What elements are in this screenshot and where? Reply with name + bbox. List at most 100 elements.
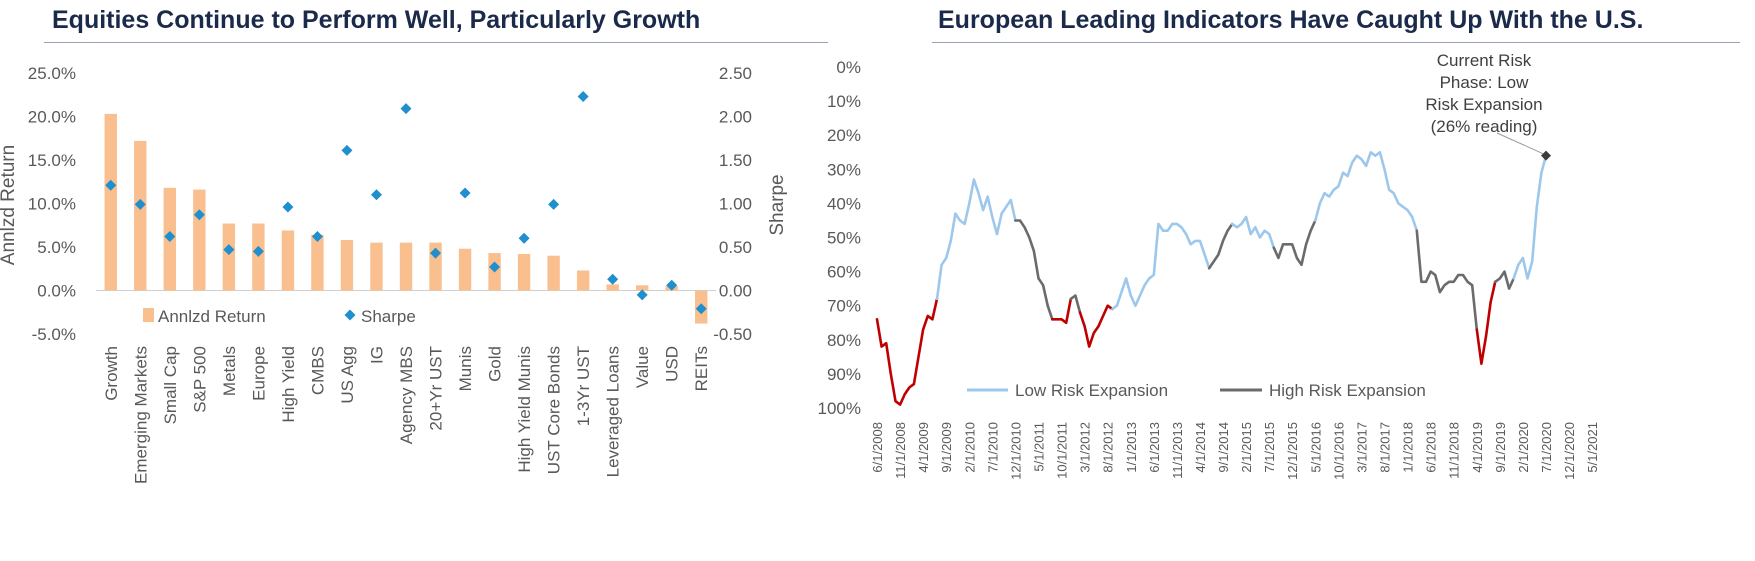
- contraction-segment: [1475, 280, 1497, 366]
- high-risk-segment: [1207, 222, 1234, 270]
- y-tick-label: 25.0%: [28, 64, 76, 83]
- x-tick-label: 4/1/2009: [916, 422, 931, 473]
- legend-label-high-risk: High Risk Expansion: [1269, 381, 1426, 400]
- sharpe-marker: [252, 245, 264, 257]
- category-label: Europe: [249, 346, 268, 401]
- annotation-text: Current Risk: [1437, 51, 1532, 70]
- x-tick-label: 2/1/2015: [1239, 422, 1254, 473]
- return-bar: [340, 240, 354, 291]
- high-risk-segment: [1069, 294, 1082, 314]
- sharpe-marker: [164, 231, 176, 243]
- y2-tick-label: 1.00: [719, 195, 752, 214]
- return-bar: [222, 223, 236, 291]
- category-label: CMBS: [308, 346, 327, 395]
- sharpe-marker: [223, 244, 235, 256]
- return-bar: [606, 284, 619, 291]
- sharpe-marker: [695, 303, 707, 315]
- sharpe-marker: [607, 273, 619, 285]
- y-tick-label: 0.0%: [37, 282, 76, 301]
- sharpe-marker: [459, 187, 471, 199]
- sharpe-marker: [518, 232, 530, 244]
- return-bar: [193, 189, 206, 291]
- return-bar: [635, 285, 649, 291]
- category-label: Leveraged Loans: [604, 346, 623, 477]
- y2-tick-label: 2.00: [719, 108, 752, 127]
- sharpe-marker: [193, 209, 205, 221]
- legend-label-low-risk: Low Risk Expansion: [1015, 381, 1168, 400]
- x-tick-label: 2/1/2010: [962, 422, 977, 473]
- category-label: Small Cap: [161, 346, 180, 424]
- annotation-leader: [1496, 132, 1544, 155]
- annotation-text: Risk Expansion: [1425, 95, 1542, 114]
- category-label: 1-3Yr UST: [574, 346, 593, 426]
- contraction-segment: [875, 297, 939, 406]
- y2-tick-label: 0.50: [719, 238, 752, 257]
- y-tick-label: 10.0%: [28, 195, 76, 214]
- x-tick-label: 10/1/2016: [1331, 422, 1346, 480]
- sharpe-marker: [489, 261, 501, 273]
- y-tick-label: 40%: [827, 194, 861, 213]
- return-bar: [370, 242, 383, 291]
- y2-tick-label: 2.50: [719, 64, 752, 83]
- y-tick-label: -5.0%: [32, 325, 76, 344]
- x-tick-label: 1/1/2013: [1124, 422, 1139, 473]
- contraction-segment: [1051, 297, 1073, 325]
- return-bar: [399, 242, 413, 291]
- high-risk-segment: [1493, 270, 1516, 290]
- x-tick-label: 3/1/2017: [1354, 422, 1369, 473]
- x-tick-label: 8/1/2012: [1101, 422, 1116, 473]
- category-label: High Yield Munis: [515, 346, 534, 473]
- x-tick-label: 9/1/2014: [1216, 422, 1231, 473]
- title-underline: [44, 42, 828, 43]
- legend-swatch-sharpe: [344, 309, 356, 321]
- y-tick-label: 80%: [827, 331, 861, 350]
- sharpe-marker: [577, 90, 589, 102]
- sharpe-marker: [341, 144, 353, 156]
- y-tick-label: 70%: [827, 297, 861, 316]
- category-label: 20+Yr UST: [427, 346, 446, 431]
- y-axis-title: Annlzd Return: [0, 145, 19, 265]
- y-tick-label: 50%: [827, 229, 861, 248]
- x-tick-label: 10/1/2011: [1055, 422, 1070, 479]
- x-tick-label: 4/1/2019: [1470, 422, 1485, 473]
- annotation-text: (26% reading): [1431, 117, 1538, 136]
- current-reading-marker: [1541, 150, 1551, 161]
- y-tick-label: 20.0%: [28, 108, 76, 127]
- x-tick-label: 12/1/2015: [1285, 422, 1300, 480]
- sharpe-marker: [636, 289, 648, 301]
- category-label: IG: [367, 346, 386, 364]
- category-label: Value: [633, 346, 652, 388]
- x-tick-label: 5/1/2011: [1031, 422, 1046, 472]
- sharpe-marker: [370, 189, 382, 201]
- return-bar: [104, 113, 117, 291]
- annotation-text: Phase: Low: [1440, 73, 1530, 92]
- sharpe-marker: [134, 198, 146, 210]
- y-tick-label: 30%: [827, 160, 861, 179]
- y-tick-label: 0%: [836, 58, 861, 77]
- sharpe-marker: [430, 247, 442, 259]
- x-tick-label: 11/1/2018: [1447, 422, 1462, 479]
- x-tick-label: 9/1/2019: [1493, 422, 1508, 473]
- x-tick-label: 5/1/2021: [1585, 422, 1600, 473]
- x-tick-label: 12/1/2010: [1008, 422, 1023, 480]
- low-risk-segment: [1512, 154, 1548, 280]
- high-risk-segment: [1014, 219, 1054, 321]
- sharpe-marker: [282, 201, 294, 213]
- category-label: S&P 500: [190, 346, 209, 413]
- returns-sharpe-panel: Equities Continue to Perform Well, Parti…: [0, 0, 860, 561]
- x-tick-label: 7/1/2010: [985, 422, 1000, 473]
- y2-tick-label: 1.50: [719, 151, 752, 170]
- category-label: UST Core Bonds: [545, 346, 564, 474]
- return-bar: [281, 230, 295, 291]
- y-tick-label: 60%: [827, 263, 861, 282]
- leading-indicators-chart: 0% 10% 20% 30% 40% 50% 60% 70% 80% 90% 100% 6/1/200…: [818, 51, 1601, 480]
- x-tick-label: 8/1/2017: [1378, 422, 1393, 473]
- category-label: Growth: [102, 346, 121, 401]
- sharpe-marker: [400, 103, 412, 115]
- legend-swatch-return: [143, 308, 154, 322]
- category-label: Gold: [486, 346, 505, 382]
- low-risk-segment: [1230, 215, 1276, 249]
- low-risk-segment: [1313, 151, 1419, 232]
- high-risk-segment: [1415, 229, 1479, 331]
- y-tick-label: 100%: [818, 399, 861, 418]
